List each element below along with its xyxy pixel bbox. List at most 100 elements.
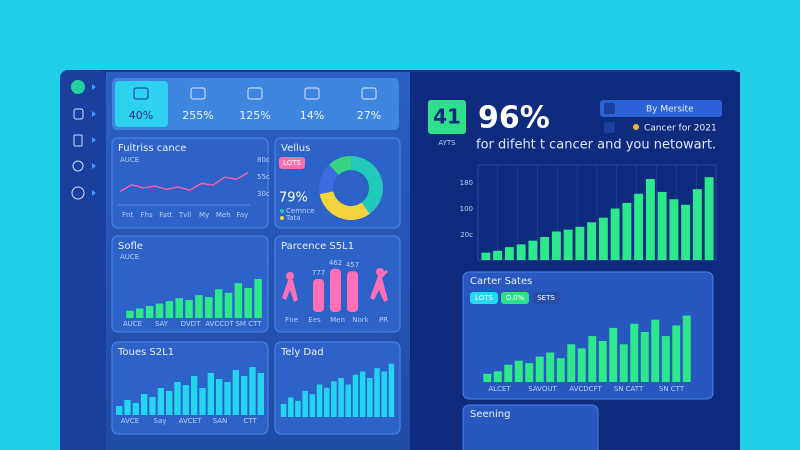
x-label: CTT	[243, 417, 257, 425]
nav-icon[interactable]	[71, 186, 85, 200]
link[interactable]: Cancer for 2021	[644, 124, 717, 134]
legend-label: Tata	[285, 214, 300, 222]
bar	[682, 315, 691, 382]
bar	[352, 374, 359, 417]
figure	[282, 272, 298, 302]
bar	[640, 331, 649, 382]
nav-icon[interactable]	[73, 134, 83, 147]
headline-value: 96%	[478, 101, 550, 136]
link-box[interactable]	[600, 100, 722, 117]
bar	[661, 336, 670, 382]
bar	[622, 202, 632, 260]
bar	[191, 376, 198, 415]
bar	[302, 391, 308, 417]
bar	[257, 373, 264, 415]
bar	[116, 406, 123, 415]
panel	[111, 137, 269, 229]
bar	[141, 394, 148, 415]
x-label: Fne	[285, 316, 298, 324]
bar	[149, 397, 156, 415]
badge	[532, 292, 560, 304]
badge-label: O.0%	[506, 294, 525, 302]
bar	[288, 397, 294, 417]
bar	[224, 382, 231, 415]
bar	[598, 341, 607, 382]
bar	[525, 363, 534, 382]
icon	[604, 122, 615, 133]
bar	[634, 193, 644, 260]
icon	[604, 103, 615, 114]
bar	[556, 358, 565, 382]
bar	[254, 279, 262, 318]
badge	[470, 292, 498, 304]
bar	[165, 301, 174, 318]
link[interactable]: By Mersite	[646, 105, 694, 115]
bar	[493, 371, 502, 382]
badge: 41	[433, 105, 461, 129]
nav-icon[interactable]	[72, 160, 84, 172]
y-label: 20c	[460, 231, 473, 239]
x-label: Ees	[308, 316, 321, 324]
bar	[136, 308, 144, 318]
bar	[619, 344, 628, 382]
x-label: SN CATT	[614, 385, 644, 393]
x-label: AVCCDT	[205, 320, 234, 328]
bar	[323, 387, 330, 417]
x-label: Nork	[352, 316, 369, 324]
x-label: Fnt	[122, 211, 133, 219]
nav-arrows	[92, 84, 96, 196]
y-label: 100	[460, 205, 473, 213]
donut-slice	[319, 191, 370, 221]
x-label: AVCET	[179, 417, 202, 425]
stat-value[interactable]: 14%	[300, 109, 324, 122]
legend-label: Cemnce	[286, 207, 315, 215]
donut-value: 79%	[279, 191, 308, 206]
bar	[704, 177, 714, 260]
y-label: 80c	[257, 156, 270, 164]
x-label: Fay	[237, 211, 249, 219]
panel-title: Toues S2L1	[117, 347, 174, 358]
bar	[388, 363, 395, 417]
bar	[309, 394, 316, 417]
x-label: Fhs	[141, 211, 153, 219]
stat-value[interactable]: 40%	[129, 109, 153, 122]
panel-title: Tely Dad	[280, 347, 324, 358]
nav-icon[interactable]	[73, 108, 84, 120]
bar	[216, 379, 223, 415]
bar	[145, 306, 154, 318]
figure	[370, 268, 388, 302]
stat-icon	[304, 87, 320, 100]
bar	[205, 297, 213, 318]
stat-value[interactable]: 255%	[182, 109, 213, 122]
nav-icon[interactable]	[71, 80, 85, 94]
bar	[672, 325, 681, 382]
bar	[166, 391, 173, 415]
x-label: Meh	[216, 211, 231, 219]
bar	[316, 384, 323, 417]
bar	[588, 336, 597, 382]
icon	[633, 124, 639, 130]
x-label: SAVOUT	[528, 385, 557, 393]
panel	[462, 404, 599, 450]
bar	[207, 373, 214, 415]
bar	[587, 222, 597, 260]
badge-box	[428, 100, 466, 134]
panel-title: Vellus	[281, 143, 310, 154]
x-label: Fatt	[159, 211, 172, 219]
stat-value[interactable]: 27%	[357, 109, 381, 122]
panel-title: Carter Sates	[470, 276, 532, 287]
bar	[224, 292, 233, 318]
bar	[563, 229, 573, 260]
bar	[681, 204, 691, 260]
bar	[234, 283, 243, 318]
y-label: 180	[460, 179, 473, 187]
bar	[338, 378, 344, 417]
legend-dot	[280, 209, 284, 213]
value-label: 777	[312, 269, 325, 277]
bar	[504, 247, 514, 260]
x-label: AVCDCFT	[569, 385, 602, 393]
stat-value[interactable]: 125%	[239, 109, 270, 122]
value-label: 457	[346, 261, 359, 269]
stat-card-active[interactable]	[115, 81, 168, 127]
